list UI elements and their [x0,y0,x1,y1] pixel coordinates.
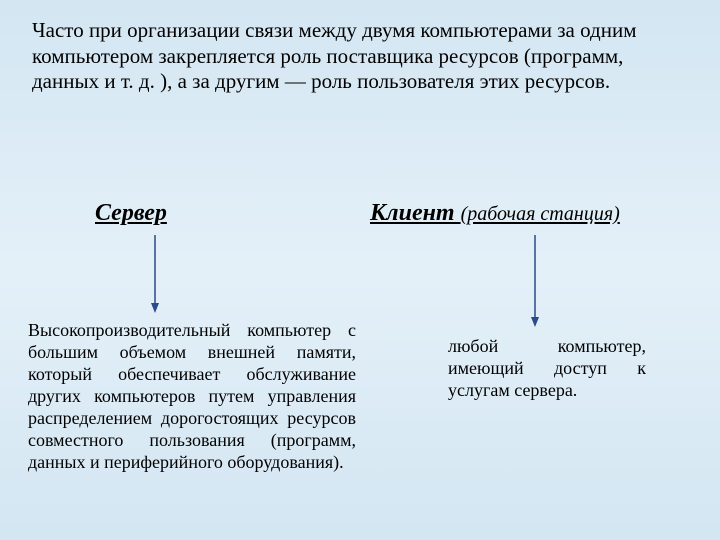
description-server: Высокопроизводительный компьютер с больш… [28,320,356,474]
heading-client-main: Клиент [370,200,461,226]
heading-client: Клиент (рабочая станция) [370,200,620,227]
arrow-client [529,235,541,327]
heading-server: Сервер [95,200,167,227]
arrow-server [149,235,161,313]
heading-client-note: (рабочая станция) [461,203,620,225]
intro-paragraph: Часто при организации связи между двумя … [32,18,688,95]
description-client: любой компьютер, имеющий доступ к услуга… [448,336,646,402]
